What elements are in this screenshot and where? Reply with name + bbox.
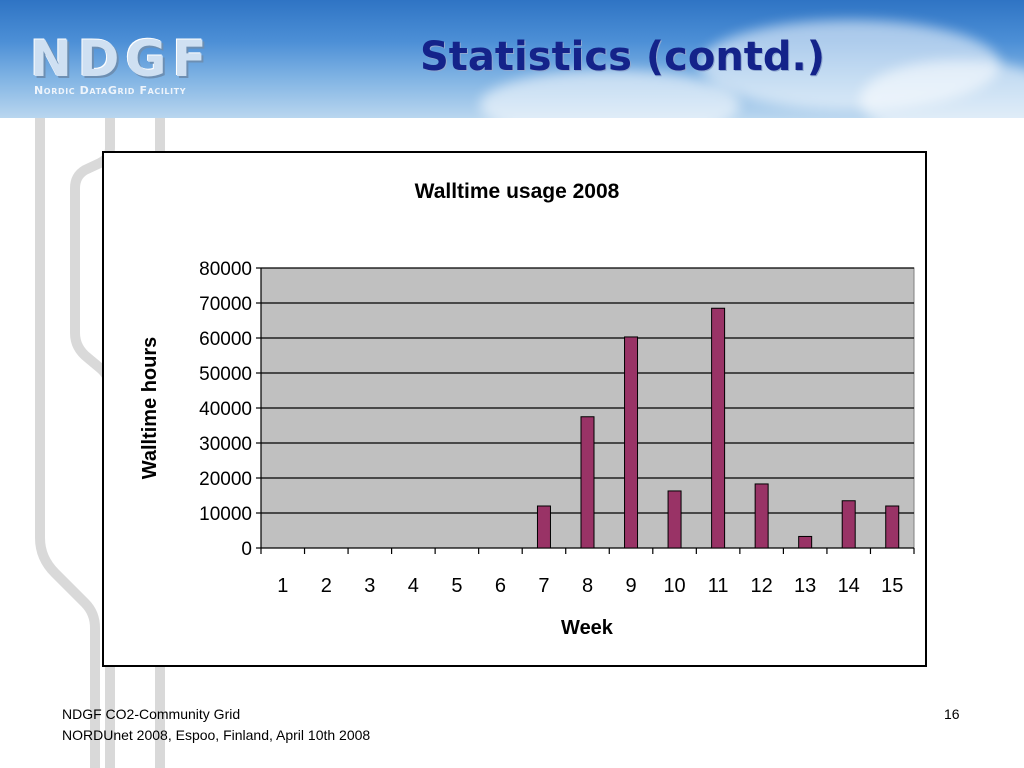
bar-week-15	[885, 505, 900, 549]
chart-container: 0 10000 20000 30000 40000 50000 60000 70000 8000…	[102, 151, 927, 667]
slide-header: NDGF Nordic DataGrid Facility Statistics…	[0, 0, 1024, 118]
logo-subtitle: Nordic DataGrid Facility	[34, 84, 187, 97]
bar-week-13	[798, 535, 813, 549]
footer-line-2: NORDUnet 2008, Espoo, Finland, April 10t…	[62, 727, 371, 743]
x-tick-label: 11	[708, 575, 729, 597]
y-tick-label: 0	[241, 539, 252, 560]
walltime-chart: 0 10000 20000 30000 40000 50000 60000 70000 8000…	[139, 180, 915, 639]
y-tick-label: 30000	[199, 434, 252, 455]
bar-week-10	[667, 490, 682, 549]
y-tick-label: 40000	[199, 399, 252, 420]
x-tick-label: 5	[451, 575, 462, 597]
x-tick-label: 7	[538, 575, 549, 597]
x-tick-label: 2	[321, 575, 332, 597]
x-tick-label: 3	[364, 575, 375, 597]
footer-line-1: NDGF CO2-Community Grid	[62, 706, 241, 722]
x-axis-label: Week	[561, 617, 614, 639]
x-tick-label: 14	[838, 575, 860, 597]
x-tick-label: 1	[277, 575, 288, 597]
y-tick-label: 70000	[199, 294, 252, 315]
x-tick-label: 10	[663, 575, 685, 597]
x-tick-label: 13	[794, 575, 816, 597]
x-tick-label: 6	[495, 575, 506, 597]
bar-week-9	[624, 336, 639, 549]
bar-week-7	[536, 505, 551, 549]
slide-title: Statistics (contd.)	[420, 34, 826, 80]
x-tick-label: 4	[408, 575, 419, 597]
x-tick-label: 15	[881, 575, 903, 597]
logo-text: NDGF	[30, 30, 213, 88]
y-tick-label: 80000	[199, 259, 252, 280]
y-tick-label: 20000	[199, 469, 252, 490]
bar-week-11	[711, 307, 726, 549]
page-number: 16	[944, 706, 960, 722]
x-tick-label: 8	[582, 575, 593, 597]
y-axis-label: Walltime hours	[139, 337, 161, 480]
y-tick-label: 60000	[199, 329, 252, 350]
bar-week-12	[754, 483, 769, 549]
y-tick-label: 50000	[199, 364, 252, 385]
ndgf-logo: NDGF Nordic DataGrid Facility	[30, 34, 245, 104]
bar-week-14	[841, 500, 856, 549]
chart-title: Walltime usage 2008	[415, 180, 620, 203]
x-tick-label: 9	[625, 575, 636, 597]
y-tick-label: 10000	[199, 504, 252, 525]
bar-week-8	[580, 416, 595, 549]
x-tick-label: 12	[751, 575, 773, 597]
